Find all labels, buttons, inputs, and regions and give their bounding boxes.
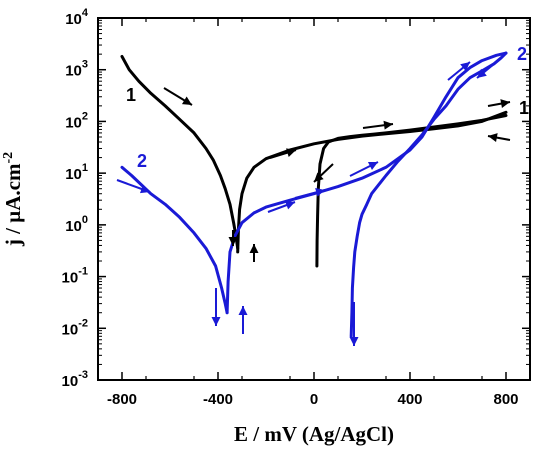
y-tick-label: 100 [65,214,88,235]
plot-frame [97,17,531,381]
arrows-layer [116,61,511,346]
x-axis-title: E / mV (Ag/AgCl) [234,422,394,446]
direction-arrow-head [500,99,510,109]
x-tick-label: 800 [493,391,518,408]
direction-arrow-head [477,68,487,78]
direction-arrow-head [488,133,498,143]
x-tick-label: 400 [397,391,422,408]
y-axis-title-main: j / µA.cm [1,163,25,247]
series-1-forward-cathodic-line [120,55,240,250]
x-tick-label: -400 [203,391,233,408]
y-tick-label: 103 [65,59,88,80]
series-1-forward-anodic-line [236,110,508,254]
direction-arrow-head [140,184,150,194]
y-axis-title: j / µA.cm-2 [1,152,25,247]
direction-arrow-head [181,96,192,105]
direction-arrow-head [315,187,325,197]
direction-arrow-head [367,162,378,171]
direction-arrow-head [211,317,221,326]
series-layer [120,51,508,338]
direction-arrow-head [284,200,295,210]
series-2-forward-cathodic-line [120,165,229,315]
direction-arrow-head [238,306,248,315]
direction-arrow-head [314,172,324,182]
series-2-label: 2 [517,44,527,64]
y-tick-label: 10-1 [62,266,88,287]
y-tick-label: 101 [65,162,88,183]
series-1-label: 1 [126,85,136,105]
x-tick-label: -800 [107,391,137,408]
x-tick-label: 0 [310,391,318,408]
series-1-reverse-line [315,114,508,268]
series-2-forward-anodic-line [225,51,508,315]
y-tick-label: 10-2 [62,317,88,338]
ticks-layer: -800 -400 0 400 800 10-3 10-2 10-1 100 101 102 103 1… [62,7,531,408]
series-2-reverse-line [349,51,508,338]
y-tick-label: 102 [65,110,88,131]
direction-arrow-head [349,337,359,346]
labels-layer: 1 1 2 2 [126,44,529,171]
direction-arrow-head [286,148,296,157]
series-2-label: 2 [137,151,147,171]
y-tick-label: 104 [65,7,89,28]
series-1-label: 1 [519,98,529,118]
y-axis-title-sup: -2 [1,152,16,164]
direction-arrow-head [383,120,393,130]
direction-arrow-head [460,62,470,72]
direction-arrow-head [228,237,238,246]
direction-arrow-head [249,244,259,253]
y-tick-label: 10-3 [62,369,88,390]
